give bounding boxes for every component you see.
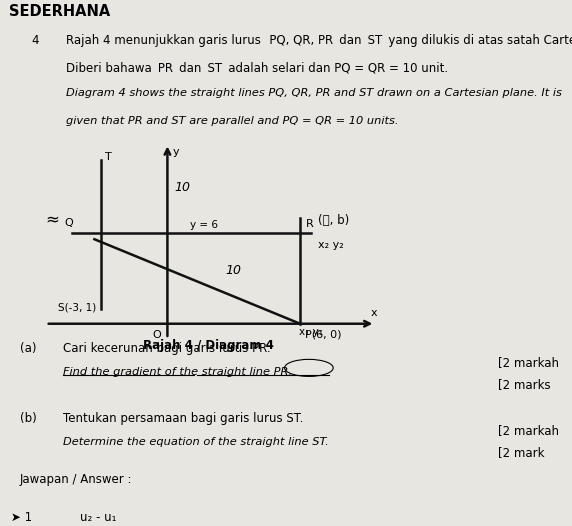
Text: u₂ - u₁: u₂ - u₁: [80, 511, 117, 524]
Text: Q: Q: [65, 218, 73, 228]
Text: (a): (a): [20, 342, 37, 356]
Text: [2 markah: [2 markah: [498, 424, 559, 437]
Text: Jawapan / Answer :: Jawapan / Answer :: [20, 473, 133, 486]
Text: ≈: ≈: [45, 210, 59, 228]
Text: 4: 4: [31, 34, 39, 47]
Text: Rajah 4 / Diagram 4: Rajah 4 / Diagram 4: [144, 339, 274, 352]
Text: Diagram 4 shows the straight lines PQ, QR, PR and ST drawn on a Cartesian plane.: Diagram 4 shows the straight lines PQ, Q…: [66, 88, 562, 98]
Text: SEDERHANA: SEDERHANA: [9, 4, 110, 19]
Text: Determine the equation of the straight line ST.: Determine the equation of the straight l…: [63, 437, 329, 447]
Text: Find the gradient of the straight line PR.: Find the gradient of the straight line P…: [63, 367, 292, 377]
Text: T: T: [105, 152, 112, 162]
Text: ➤ 1: ➤ 1: [11, 511, 33, 524]
Text: x₁ y₁: x₁ y₁: [299, 327, 323, 337]
Text: (b): (b): [20, 412, 37, 426]
Text: S(-3, 1): S(-3, 1): [58, 302, 97, 312]
Text: y: y: [173, 147, 180, 157]
Text: Rajah 4 menunjukkan garis lurus   PQ, QR, PR  dan  ST  yang dilukis di atas sata: Rajah 4 menunjukkan garis lurus PQ, QR, …: [66, 34, 572, 47]
Text: 10: 10: [175, 181, 191, 194]
Text: x₂ y₂: x₂ y₂: [318, 240, 344, 250]
Text: Tentukan persamaan bagi garis lurus ST.: Tentukan persamaan bagi garis lurus ST.: [63, 412, 303, 426]
Text: O: O: [152, 330, 161, 340]
Text: P(6, 0): P(6, 0): [304, 329, 341, 339]
Text: given that PR and ST are parallel and PQ = QR = 10 units.: given that PR and ST are parallel and PQ…: [66, 116, 398, 126]
Text: R: R: [305, 219, 313, 229]
Text: Diberi bahawa  PR  dan  ST  adalah selari dan PQ = QR = 10 unit.: Diberi bahawa PR dan ST adalah selari da…: [66, 61, 448, 74]
Text: x: x: [371, 308, 378, 318]
Text: y = 6: y = 6: [189, 220, 217, 230]
Text: Cari kecerunan bagi garis lurus PR.: Cari kecerunan bagi garis lurus PR.: [63, 342, 271, 356]
Text: [2 markah: [2 markah: [498, 356, 559, 369]
Text: (ⓐ, b): (ⓐ, b): [318, 214, 349, 227]
Text: [2 marks: [2 marks: [498, 378, 550, 391]
Text: 10: 10: [226, 264, 242, 277]
Text: [2 mark: [2 mark: [498, 447, 544, 460]
